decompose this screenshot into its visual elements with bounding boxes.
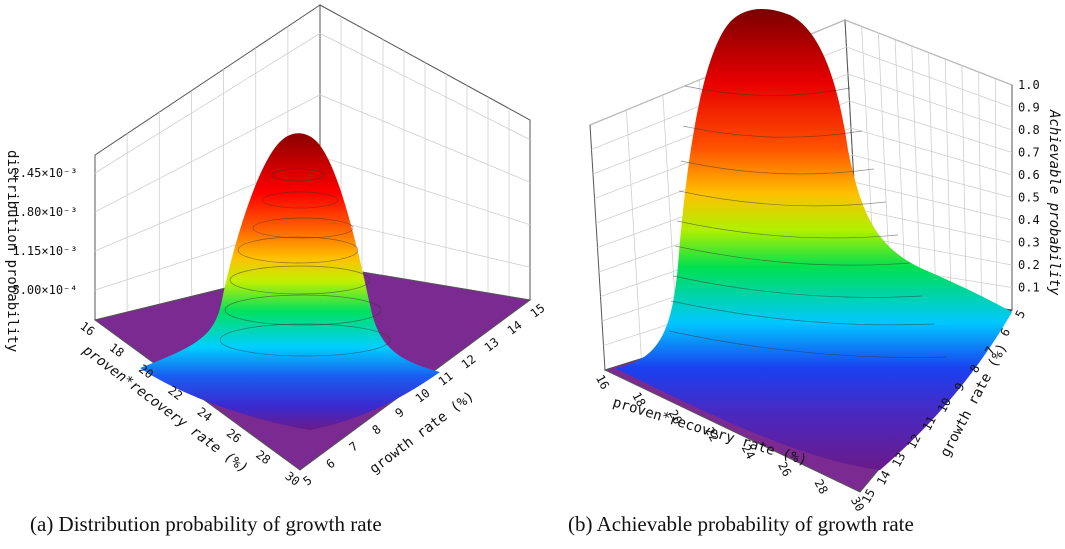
chart-b-ytick: 10 xyxy=(935,395,954,414)
chart-a-ytick: 13 xyxy=(482,335,502,355)
chart-b-ztick: 1.0 xyxy=(1018,78,1040,92)
chart-b-xtick: 22 xyxy=(702,425,721,444)
chart-b-ytick: 13 xyxy=(889,450,908,469)
chart-a-ztick: 1.80×10⁻³ xyxy=(12,205,77,219)
chart-b-ztick: 0.4 xyxy=(1018,213,1040,227)
caption-b: (b) Achievable probability of growth rat… xyxy=(568,512,914,536)
chart-a-xtick: 30 xyxy=(282,469,302,489)
chart-b-xtick: 28 xyxy=(812,477,831,496)
chart-b-ztick: 0.5 xyxy=(1018,191,1040,205)
chart-a-xtick: 22 xyxy=(165,383,185,403)
chart-a-xtick: 16 xyxy=(77,319,97,339)
chart-b: 0.1 0.2 0.3 0.4 0.5 0.6 0.7 0.8 0.9 1.0 16 18 20 22 24… xyxy=(589,8,1062,514)
chart-b-xtick: 24 xyxy=(739,442,758,461)
chart-a-ztick: 1.15×10⁻³ xyxy=(12,244,77,258)
chart-b-ticks: 0.1 0.2 0.3 0.4 0.5 0.6 0.7 0.8 0.9 1.0 16 18 20 22 24… xyxy=(593,78,1040,514)
chart-b-ztick: 0.1 xyxy=(1018,281,1040,295)
chart-a-ytick: 5 xyxy=(300,473,314,489)
chart-b-ztick: 0.3 xyxy=(1018,236,1040,250)
caption-a: (a) Distribution probability of growth r… xyxy=(30,512,382,536)
chart-a-xtick: 20 xyxy=(136,362,156,382)
chart-b-xtick: 16 xyxy=(593,372,612,391)
chart-a-contours xyxy=(219,168,391,357)
chart-a-ytick: 15 xyxy=(528,301,548,321)
chart-a-ytick: 7 xyxy=(346,439,360,455)
chart-a-xtick: 28 xyxy=(253,447,273,467)
chart-b-ytick: 12 xyxy=(904,432,923,451)
chart-a-surface xyxy=(140,133,440,430)
chart-a-zlabel: distribution probability xyxy=(4,150,20,352)
chart-a: 5.00×10⁻⁴ 1.15×10⁻³ 1.80×10⁻³ 2.45×10⁻³ 16 18… xyxy=(4,4,548,489)
chart-b-ytick: 15 xyxy=(859,486,878,505)
chart-b-ytick: 11 xyxy=(920,414,939,433)
chart-a-ytick: 12 xyxy=(459,352,479,372)
chart-a-ztick: 2.45×10⁻³ xyxy=(12,166,77,180)
chart-a-ytick: 9 xyxy=(392,405,406,421)
chart-b-ytick: 5 xyxy=(1013,308,1029,321)
chart-b-xtick: 18 xyxy=(629,390,648,409)
chart-a-ytick: 8 xyxy=(369,422,383,438)
chart-a-ytick: 14 xyxy=(505,318,525,338)
chart-b-ztick: 0.9 xyxy=(1018,101,1040,115)
chart-a-ytick: 11 xyxy=(436,369,456,389)
chart-b-ztick: 0.8 xyxy=(1018,123,1040,137)
chart-b-ztick: 0.6 xyxy=(1018,168,1040,182)
chart-a-ytick: 6 xyxy=(323,456,337,472)
chart-b-xtick: 30 xyxy=(848,494,867,513)
chart-b-ztick: 0.7 xyxy=(1018,146,1040,160)
chart-b-xtick: 26 xyxy=(775,460,794,479)
chart-b-surface xyxy=(615,8,1012,470)
chart-b-ytick: 6 xyxy=(997,326,1013,339)
chart-b-xtick: 20 xyxy=(666,407,685,426)
chart-b-ztick: 0.2 xyxy=(1018,258,1040,272)
chart-a-ytick: 10 xyxy=(413,386,433,406)
chart-a-xtick: 24 xyxy=(195,405,215,425)
chart-a-ztick: 5.00×10⁻⁴ xyxy=(12,283,77,297)
chart-b-ytick: 14 xyxy=(874,468,893,487)
chart-a-xtick: 26 xyxy=(224,426,244,446)
chart-a-xtick: 18 xyxy=(107,340,127,360)
chart-b-contours xyxy=(668,85,947,358)
chart-b-zlabel: Achievable probability xyxy=(1046,109,1062,296)
